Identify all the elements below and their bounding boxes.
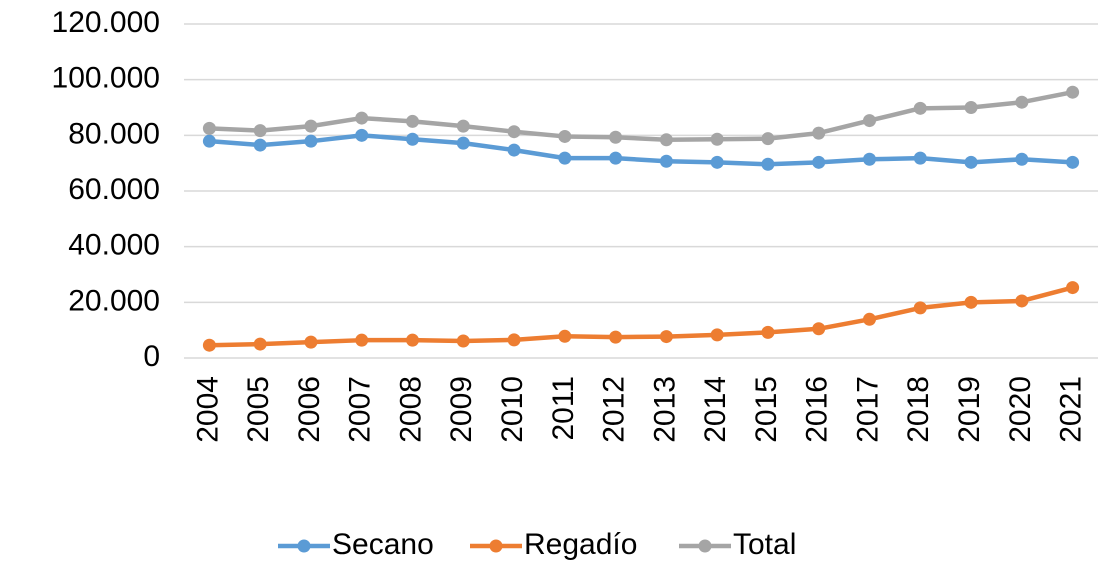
data-point: [558, 329, 572, 343]
data-point: [1066, 85, 1080, 99]
data-point: [659, 133, 673, 147]
data-point: [812, 126, 826, 140]
data-point: [609, 130, 623, 144]
series-line: [209, 89, 1074, 143]
data-point: [253, 138, 267, 152]
data-point: [406, 114, 419, 128]
data-point: [964, 155, 978, 169]
data-point: [304, 335, 318, 349]
x-tick-label: 2012: [598, 376, 631, 443]
y-tick-label: 0: [143, 340, 160, 373]
data-point: [1066, 155, 1080, 169]
data-point: [507, 125, 521, 139]
data-point: [710, 328, 724, 342]
data-point: [406, 132, 419, 146]
data-point: [812, 155, 826, 169]
data-point: [507, 143, 521, 157]
x-tick-label: 2010: [496, 376, 529, 443]
data-point: [456, 119, 470, 133]
y-tick-label: 60.000: [68, 173, 160, 206]
data-point: [761, 132, 775, 146]
y-tick-label: 100.000: [52, 62, 160, 95]
data-point: [406, 333, 419, 347]
data-point: [202, 338, 216, 352]
x-tick-label: 2015: [750, 376, 783, 443]
y-tick-label: 40.000: [68, 229, 160, 262]
data-point: [761, 157, 775, 171]
data-point: [253, 124, 267, 138]
y-tick-label: 80.000: [68, 117, 160, 150]
data-point: [355, 128, 369, 142]
legend-marker: [489, 539, 503, 553]
data-point: [558, 129, 572, 143]
data-point: [558, 151, 572, 165]
legend-label: Total: [733, 528, 796, 561]
series-line: [209, 133, 1073, 167]
legend-marker: [297, 539, 311, 553]
data-point: [863, 152, 876, 166]
data-point: [863, 312, 876, 326]
data-point: [507, 333, 521, 347]
x-tick-label: 2008: [394, 376, 427, 443]
x-tick-label: 2007: [344, 376, 377, 443]
data-point: [304, 119, 318, 133]
data-point: [304, 134, 318, 148]
data-point: [609, 330, 623, 344]
data-point: [456, 334, 470, 348]
x-tick-label: 2006: [293, 376, 326, 443]
data-point: [964, 101, 978, 114]
data-point: [913, 101, 927, 115]
x-tick-label: 2013: [648, 376, 681, 443]
data-point: [456, 136, 470, 150]
data-point: [710, 132, 724, 146]
data-point: [812, 322, 826, 336]
data-point: [253, 337, 267, 351]
data-point: [863, 114, 876, 128]
x-tick-label: 2009: [445, 376, 478, 443]
data-point: [659, 330, 673, 344]
x-tick-label: 2014: [699, 376, 732, 443]
data-point: [710, 155, 724, 169]
x-tick-label: 2011: [547, 376, 580, 441]
legend-marker: [698, 539, 712, 553]
x-tick-label: 2018: [902, 376, 935, 443]
data-point: [609, 151, 623, 165]
data-point: [202, 121, 216, 135]
series-line: [209, 285, 1074, 348]
x-tick-label: 2019: [953, 376, 986, 443]
data-point: [1066, 281, 1080, 295]
data-point: [964, 295, 978, 309]
data-point: [761, 325, 775, 339]
data-point: [202, 134, 216, 148]
data-point: [659, 154, 673, 168]
data-point: [355, 333, 369, 347]
data-point: [1015, 152, 1029, 166]
legend-label: Regadío: [524, 528, 637, 561]
y-tick-label: 120.000: [52, 6, 160, 39]
data-point: [913, 151, 927, 165]
x-tick-label: 2021: [1055, 376, 1088, 443]
data-point: [1015, 294, 1029, 308]
x-tick-label: 2020: [1004, 376, 1037, 443]
data-point: [913, 301, 927, 315]
data-point: [355, 111, 369, 125]
x-tick-label: 2004: [191, 376, 224, 443]
legend-label: Secano: [332, 528, 434, 561]
x-tick-label: 2016: [801, 376, 834, 443]
x-tick-label: 2017: [851, 376, 884, 443]
y-tick-label: 20.000: [68, 284, 160, 317]
data-point: [1015, 95, 1029, 109]
x-tick-label: 2005: [242, 376, 275, 443]
